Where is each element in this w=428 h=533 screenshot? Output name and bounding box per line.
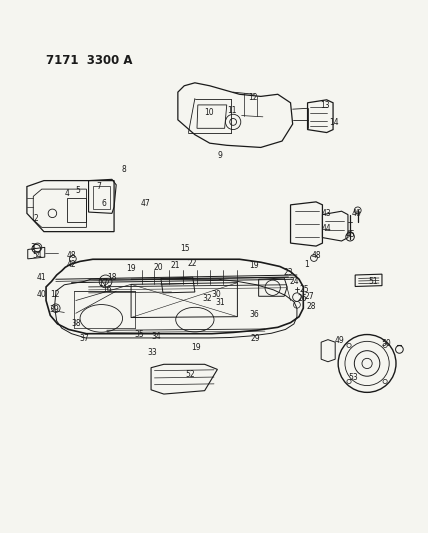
Text: 11: 11 xyxy=(228,106,237,115)
Text: 16: 16 xyxy=(102,285,112,294)
Text: 12: 12 xyxy=(50,289,59,298)
Text: 27: 27 xyxy=(305,292,315,301)
Text: 47: 47 xyxy=(140,199,150,208)
Text: 19: 19 xyxy=(250,261,259,270)
Text: 10: 10 xyxy=(204,108,214,117)
Text: 2: 2 xyxy=(34,214,39,223)
Text: 35: 35 xyxy=(135,330,145,339)
Text: 12: 12 xyxy=(248,93,258,102)
Text: 18: 18 xyxy=(107,273,117,281)
Text: 45: 45 xyxy=(346,230,356,239)
Text: 6: 6 xyxy=(102,199,107,208)
Text: 33: 33 xyxy=(148,349,157,357)
Text: 25: 25 xyxy=(299,285,309,294)
Text: 26: 26 xyxy=(297,294,307,303)
Text: 38: 38 xyxy=(71,319,80,328)
Text: 5: 5 xyxy=(75,187,80,195)
Text: 41: 41 xyxy=(37,273,47,281)
Text: 36: 36 xyxy=(250,310,259,319)
Text: 1: 1 xyxy=(304,260,309,269)
Text: 14: 14 xyxy=(329,118,339,127)
Text: 20: 20 xyxy=(154,263,163,272)
Text: 7171  3300 A: 7171 3300 A xyxy=(46,54,133,67)
Text: 24: 24 xyxy=(289,277,299,286)
Text: 48: 48 xyxy=(311,252,321,260)
Text: 32: 32 xyxy=(203,294,212,303)
Text: 29: 29 xyxy=(251,334,261,343)
Text: 49: 49 xyxy=(335,336,344,345)
Text: 4: 4 xyxy=(65,189,70,198)
Text: 34: 34 xyxy=(152,332,161,341)
Text: 44: 44 xyxy=(322,224,332,233)
Text: 30: 30 xyxy=(211,289,221,298)
Text: 7: 7 xyxy=(96,182,101,191)
Text: 22: 22 xyxy=(187,259,196,268)
Text: 19: 19 xyxy=(126,264,136,273)
Text: 39: 39 xyxy=(50,304,59,313)
Text: 9: 9 xyxy=(218,151,223,159)
Text: 52: 52 xyxy=(186,370,196,379)
Text: 50: 50 xyxy=(381,338,391,348)
Text: 43: 43 xyxy=(322,209,332,218)
Text: 31: 31 xyxy=(216,298,225,307)
Text: 51: 51 xyxy=(369,277,378,286)
Text: 3: 3 xyxy=(31,243,36,252)
Text: 42: 42 xyxy=(67,260,76,269)
Text: 53: 53 xyxy=(348,373,358,382)
Text: 21: 21 xyxy=(170,261,180,270)
Text: 37: 37 xyxy=(80,334,89,343)
Text: 13: 13 xyxy=(321,101,330,110)
Text: 28: 28 xyxy=(306,302,316,311)
Text: 17: 17 xyxy=(98,279,107,288)
Text: 48: 48 xyxy=(67,252,76,260)
Text: 8: 8 xyxy=(122,165,126,174)
Text: 46: 46 xyxy=(351,209,361,218)
Text: 40: 40 xyxy=(37,289,47,298)
Text: 19: 19 xyxy=(191,343,201,352)
Text: 23: 23 xyxy=(284,269,293,277)
Text: 15: 15 xyxy=(180,244,190,253)
Text: 54: 54 xyxy=(33,252,42,260)
